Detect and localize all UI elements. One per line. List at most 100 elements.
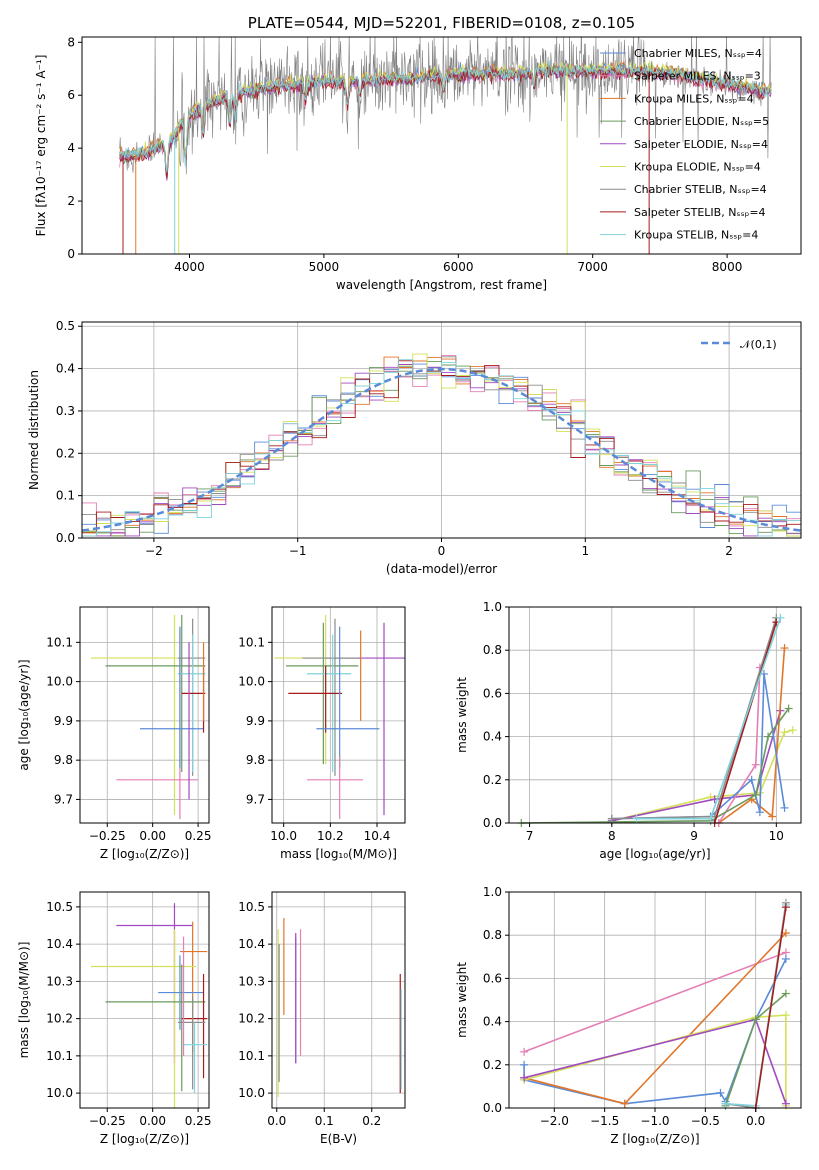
y-tick-label: 2 xyxy=(67,194,75,208)
histogram-step-line xyxy=(82,359,801,538)
axes-weight_vs_Z: −2.0 −1.5 −1.0 −0.5 0.0 0.0 0.2 0.4 0.6 0.8 1.0 Z [… xyxy=(455,885,802,1146)
x-tick-label: 0.25 xyxy=(185,829,212,843)
x-tick-label: 9 xyxy=(690,829,698,843)
y-tick-label: 0.3 xyxy=(56,404,75,418)
y-tick-label: 10.0 xyxy=(46,1086,73,1100)
weight-series-line xyxy=(523,951,787,1053)
y-tick-label: 9.9 xyxy=(246,714,265,728)
x-tick-label: −1 xyxy=(289,544,307,558)
y-tick-label: 0.2 xyxy=(483,1058,502,1072)
y-tick-label: 10.0 xyxy=(238,1086,265,1100)
y-tick-label: 8 xyxy=(67,35,75,49)
x-axis-label: age [log₁₀(age/yr)] xyxy=(599,847,710,861)
weight-series-line xyxy=(713,621,778,824)
y-tick-label: 1.0 xyxy=(483,885,502,899)
plot-frame xyxy=(508,606,802,824)
x-tick-label: 1 xyxy=(581,544,589,558)
y-tick-label: 0.0 xyxy=(483,816,502,830)
y-tick-label: 0.2 xyxy=(483,773,502,787)
x-tick-label: 0.0 xyxy=(746,1114,765,1128)
x-tick-label: −2 xyxy=(145,544,163,558)
y-tick-label: 0.8 xyxy=(483,643,502,657)
x-tick-label: −1.5 xyxy=(590,1114,619,1128)
legend-entry: Salpeter MILES, Nₛₛₚ=3 xyxy=(634,70,761,83)
x-axis-label: Z [log₁₀(Z/Z⊙)] xyxy=(100,1132,189,1146)
y-tick-label: 9.9 xyxy=(54,714,73,728)
x-tick-label: 0.1 xyxy=(315,1114,334,1128)
weight-series-line xyxy=(636,617,782,820)
x-tick-label: 0.00 xyxy=(139,829,166,843)
weight-series-line xyxy=(754,906,787,1109)
y-axis-label: Normed distribution xyxy=(27,370,41,490)
y-tick-label: 0.4 xyxy=(483,1015,502,1029)
axes-age_vs_mass: 10.0 10.2 10.4 9.7 9.8 9.9 10.0 10.1 mass [log₁₀… xyxy=(238,606,406,861)
y-tick-label: 0.0 xyxy=(56,531,75,545)
axes-age_vs_Z: −0.25 0.00 0.25 9.7 9.8 9.9 10.0 10.1 Z [log₁₀(Z… xyxy=(17,606,212,861)
gaussian-line xyxy=(81,367,802,532)
y-tick-label: 10.1 xyxy=(46,1049,73,1063)
y-tick-label: 0.0 xyxy=(483,1101,502,1115)
y-tick-label: 10.5 xyxy=(46,900,73,914)
legend-entry: Salpeter STELIB, Nₛₛₚ=4 xyxy=(634,206,766,219)
y-tick-label: 10.4 xyxy=(46,937,73,951)
y-tick-label: 9.7 xyxy=(246,792,265,806)
y-axis-label: mass [log₁₀(M/M⊙)] xyxy=(17,942,31,1059)
x-tick-label: 10.2 xyxy=(317,829,344,843)
axes-mass_vs_Z: −0.25 0.00 0.25 10.0 10.1 10.2 10.3 10.4 10.5 Z [… xyxy=(17,891,211,1146)
weight-series-line xyxy=(718,647,786,824)
y-tick-label: 0.6 xyxy=(483,971,502,985)
y-tick-label: 10.2 xyxy=(238,1012,265,1026)
plot-frame xyxy=(79,606,210,824)
x-axis-label: E(B-V) xyxy=(320,1132,357,1146)
x-tick-label: −0.25 xyxy=(89,1114,126,1128)
y-tick-label: 10.0 xyxy=(46,675,73,689)
x-tick-label: 4000 xyxy=(174,260,205,274)
y-tick-label: 9.7 xyxy=(54,792,73,806)
x-tick-label: 2 xyxy=(725,544,733,558)
y-tick-label: 10.4 xyxy=(238,937,265,951)
y-axis-label: mass weight xyxy=(455,962,469,1038)
x-axis-label: Z [log₁₀(Z/Z⊙)] xyxy=(610,1132,699,1146)
y-tick-label: 0.8 xyxy=(483,928,502,942)
x-tick-label: 0.00 xyxy=(139,1114,166,1128)
x-axis-label: (data-model)/error xyxy=(386,562,497,576)
x-axis-label: wavelength [Angstrom, rest frame] xyxy=(336,278,547,292)
y-tick-label: 0.4 xyxy=(56,362,75,376)
legend-entry: Chabrier ELODIE, Nₛₛₚ=5 xyxy=(634,115,769,128)
y-tick-label: 10.3 xyxy=(46,974,73,988)
y-tick-label: 4 xyxy=(67,141,75,155)
x-tick-label: 0 xyxy=(438,544,446,558)
y-tick-label: 9.8 xyxy=(246,753,265,767)
y-tick-label: 10.2 xyxy=(46,1012,73,1026)
x-tick-label: 7 xyxy=(526,829,534,843)
y-tick-label: 0.4 xyxy=(483,730,502,744)
y-tick-label: 0.1 xyxy=(56,489,75,503)
y-tick-label: 10.5 xyxy=(238,900,265,914)
spectrum-model-line xyxy=(119,60,772,173)
plot-frame xyxy=(271,891,406,1109)
axes-mass_vs_ebv: 0.0 0.1 0.2 10.0 10.1 10.2 10.3 10.4 10.5 E(B-V) xyxy=(238,891,406,1146)
x-tick-label: −2.0 xyxy=(540,1114,569,1128)
weight-series-line xyxy=(611,729,794,822)
legend-entry: Kroupa MILES, Nₛₛₚ=4 xyxy=(634,92,754,105)
x-tick-label: 6000 xyxy=(443,260,474,274)
axes-weight_vs_age: 7 8 9 10 0.0 0.2 0.4 0.6 0.8 1.0 age [log₁₀(age/yr… xyxy=(455,600,802,861)
plot-frame xyxy=(271,606,406,824)
y-axis-label: Flux [fλ10⁻¹⁷ erg cm⁻² s⁻¹ A⁻¹] xyxy=(34,55,48,237)
x-tick-label: 0.2 xyxy=(362,1114,381,1128)
chart-title: PLATE=0544, MJD=52201, FIBERID=0108, z=0… xyxy=(248,14,635,32)
y-tick-label: 10.1 xyxy=(46,635,73,649)
legend-entry: Chabrier MILES, Nₛₛₚ=4 xyxy=(634,47,762,60)
x-tick-label: 0.0 xyxy=(267,1114,286,1128)
x-axis-label: Z [log₁₀(Z/Z⊙)] xyxy=(100,847,189,861)
x-tick-label: 8 xyxy=(608,829,616,843)
y-tick-label: 0 xyxy=(67,247,75,261)
y-axis-label: mass weight xyxy=(455,677,469,753)
x-tick-label: −0.25 xyxy=(89,829,126,843)
y-tick-label: 6 xyxy=(67,88,75,102)
x-tick-label: −0.5 xyxy=(691,1114,720,1128)
x-tick-label: 8000 xyxy=(712,260,743,274)
y-tick-label: 9.8 xyxy=(54,753,73,767)
y-tick-label: 10.3 xyxy=(238,974,265,988)
